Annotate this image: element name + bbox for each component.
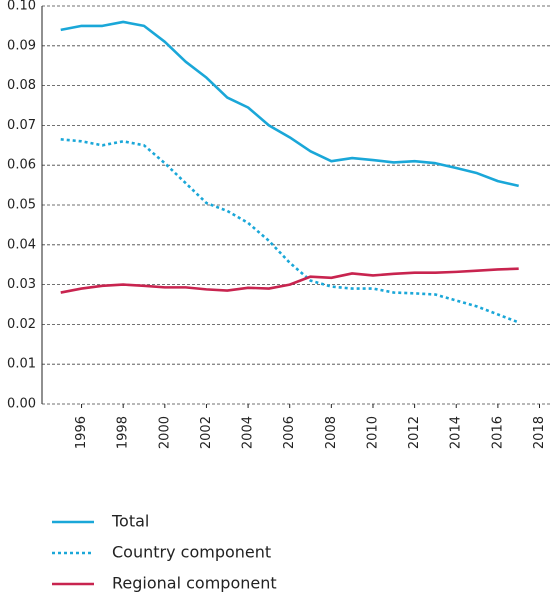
x-tick-label: 2012	[407, 416, 422, 449]
x-tick-label: 2000	[157, 416, 172, 449]
x-tick-label: 2014	[449, 416, 464, 449]
y-tick-label: 0.02	[7, 317, 36, 332]
y-tick-label: 0.03	[7, 277, 36, 292]
series-line	[60, 267, 519, 294]
y-tick-label: 0.09	[7, 38, 36, 53]
y-tick-label: 0.01	[7, 357, 36, 372]
y-tick-label: 0.00	[7, 397, 36, 412]
y-tick-label: 0.07	[7, 118, 36, 133]
x-tick-label: 1998	[116, 416, 131, 449]
x-tick-label: 2016	[490, 416, 505, 449]
legend-label: Country component	[112, 543, 271, 562]
y-tick-label: 0.04	[7, 237, 36, 252]
x-tick-label: 2002	[199, 416, 214, 449]
y-tick-label: 0.06	[7, 158, 36, 173]
x-tick-label: 2008	[324, 416, 339, 449]
legend-label: Regional component	[112, 574, 277, 593]
x-tick-label: 2018	[532, 416, 547, 449]
y-tick-label: 0.10	[7, 0, 36, 14]
x-tick-label: 1996	[74, 416, 89, 449]
x-tick-label: 2004	[241, 416, 256, 449]
y-tick-label: 0.08	[7, 78, 36, 93]
series-line	[60, 20, 519, 188]
x-tick-label: 2010	[365, 416, 380, 449]
y-tick-label: 0.05	[7, 198, 36, 213]
legend-label: Total	[111, 512, 149, 531]
series-line	[60, 138, 520, 324]
x-tick-label: 2006	[282, 416, 297, 449]
